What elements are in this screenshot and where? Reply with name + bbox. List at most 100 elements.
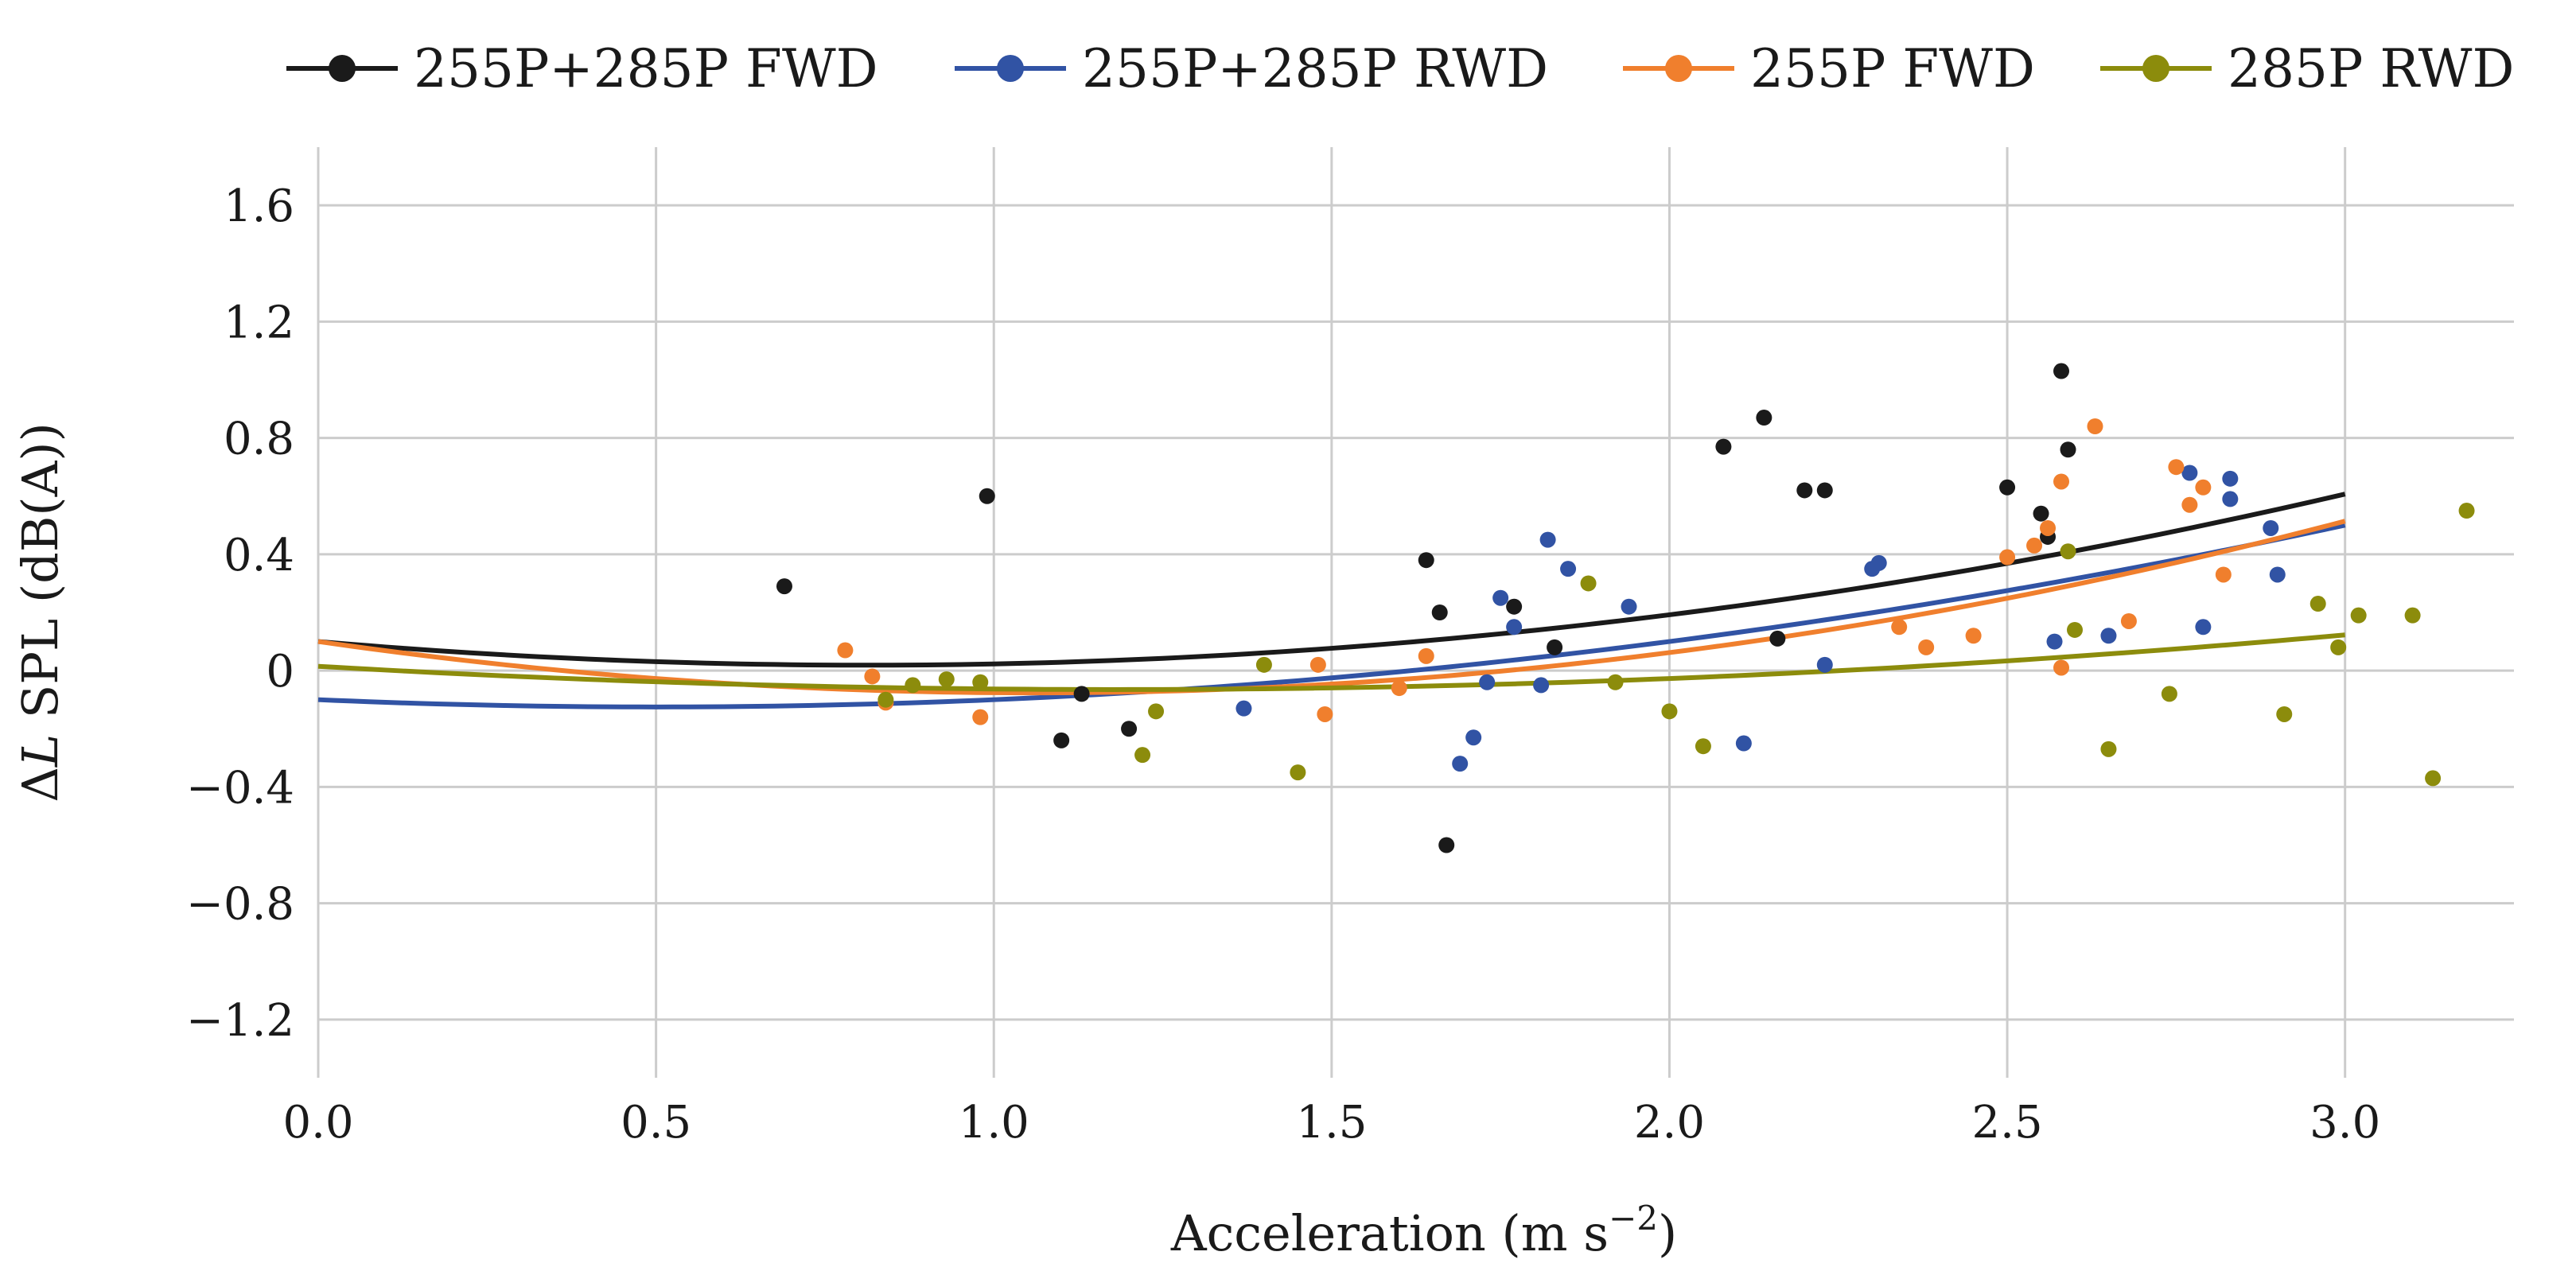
data-point	[1796, 482, 1813, 499]
data-point	[1547, 639, 1563, 655]
data-point	[1492, 589, 1509, 606]
data-point	[1999, 549, 2016, 566]
data-point	[2026, 537, 2043, 554]
data-point	[1891, 619, 1908, 636]
legend-item: 255P+285P FWD	[286, 38, 878, 99]
data-point	[2181, 496, 2198, 513]
data-point	[1309, 656, 1326, 673]
data-point	[2181, 465, 2198, 481]
data-point	[1121, 721, 1138, 737]
data-point	[2040, 519, 2057, 536]
legend-marker	[997, 55, 1024, 82]
y-tick-label: −1.2	[186, 995, 294, 1047]
data-point	[2222, 470, 2239, 487]
data-point	[2404, 607, 2421, 624]
legend-label: 285P RWD	[2228, 38, 2514, 99]
legend: 255P+285P FWD 255P+285P RWD 255P FWD 285P R…	[286, 38, 2514, 99]
data-point	[2458, 503, 2475, 519]
data-point	[1134, 747, 1151, 764]
y-axis-ticks: 1.6 1.2 0.8 0.4 0 −0.4 −0.8 −1.2	[186, 181, 294, 1047]
x-tick-label: 0.0	[282, 1097, 353, 1149]
data-point	[1073, 686, 1090, 702]
legend-marker	[1665, 55, 1692, 82]
data-point	[2067, 621, 2083, 638]
data-point	[972, 674, 989, 690]
data-point	[2276, 706, 2293, 722]
data-point	[1255, 656, 1272, 673]
data-point	[1661, 703, 1678, 720]
data-point	[864, 668, 881, 685]
data-point	[2053, 363, 2070, 379]
data-point	[2215, 566, 2232, 583]
data-points	[776, 363, 2475, 853]
data-point	[1418, 552, 1434, 569]
data-point	[1999, 479, 2016, 496]
data-point	[1506, 619, 1523, 636]
data-point	[2120, 612, 2137, 629]
data-point	[2309, 596, 2326, 612]
legend-label: 255P+285P FWD	[414, 38, 878, 99]
fit-line	[317, 523, 2346, 709]
x-tick-label: 3.0	[2309, 1097, 2380, 1149]
x-axis-ticks: 0.0 0.5 1.0 1.5 2.0 2.5 3.0	[282, 1097, 2380, 1149]
data-point	[2100, 741, 2117, 757]
data-point	[1465, 729, 1482, 746]
y-axis-label: ΔL SPL (dB(A))	[11, 422, 69, 803]
y-tick-label: 1.2	[224, 297, 294, 348]
data-point	[1816, 656, 1833, 673]
data-point	[1769, 630, 1786, 647]
data-point	[1452, 756, 1469, 772]
data-point	[1431, 604, 1448, 620]
x-tick-label: 1.5	[1296, 1097, 1367, 1149]
data-point	[1965, 628, 1982, 644]
data-point	[1715, 438, 1732, 455]
data-point	[938, 671, 955, 688]
legend-marker	[2142, 55, 2169, 82]
data-point	[2161, 686, 2177, 702]
data-point	[1290, 764, 1306, 781]
data-point	[1391, 680, 1407, 697]
data-point	[972, 709, 989, 725]
data-point	[1870, 554, 1887, 571]
data-point	[2168, 459, 2185, 476]
y-tick-label: −0.8	[186, 879, 294, 931]
y-tick-label: 0	[266, 646, 294, 698]
data-point	[1539, 531, 1556, 548]
data-point	[979, 488, 995, 504]
data-point	[877, 691, 894, 708]
data-point	[837, 642, 854, 659]
data-point	[2100, 628, 2117, 644]
data-point	[1918, 639, 1935, 655]
data-point	[905, 677, 921, 694]
x-tick-label: 2.5	[1972, 1097, 2043, 1149]
data-point	[1418, 647, 1434, 664]
legend-item: 255P+285P RWD	[955, 38, 1548, 99]
legend-label: 255P FWD	[1750, 38, 2035, 99]
legend-item: 285P RWD	[2100, 38, 2514, 99]
x-tick-label: 2.0	[1634, 1097, 1705, 1149]
data-point	[1479, 674, 1496, 690]
data-point	[1607, 674, 1624, 690]
x-axis-label: Acceleration (m s−2)	[1170, 1199, 1677, 1262]
data-point	[1235, 700, 1252, 717]
data-point	[2060, 441, 2076, 458]
data-point	[2060, 543, 2076, 560]
fit-line	[317, 519, 2346, 696]
y-tick-label: 0.4	[224, 530, 294, 581]
data-point	[1148, 703, 1165, 720]
data-point	[2425, 770, 2442, 787]
x-tick-label: 0.5	[621, 1097, 691, 1149]
data-point	[1438, 837, 1455, 853]
data-point	[1621, 598, 1637, 615]
data-point	[1580, 575, 1597, 592]
data-point	[776, 578, 792, 595]
y-tick-label: −0.4	[186, 762, 294, 814]
data-point	[2350, 607, 2367, 624]
data-point	[1816, 482, 1833, 499]
data-point	[2263, 519, 2279, 536]
legend-marker	[329, 55, 356, 82]
data-point	[1317, 706, 1333, 722]
data-point	[2087, 418, 2103, 434]
data-point	[1756, 410, 1772, 426]
